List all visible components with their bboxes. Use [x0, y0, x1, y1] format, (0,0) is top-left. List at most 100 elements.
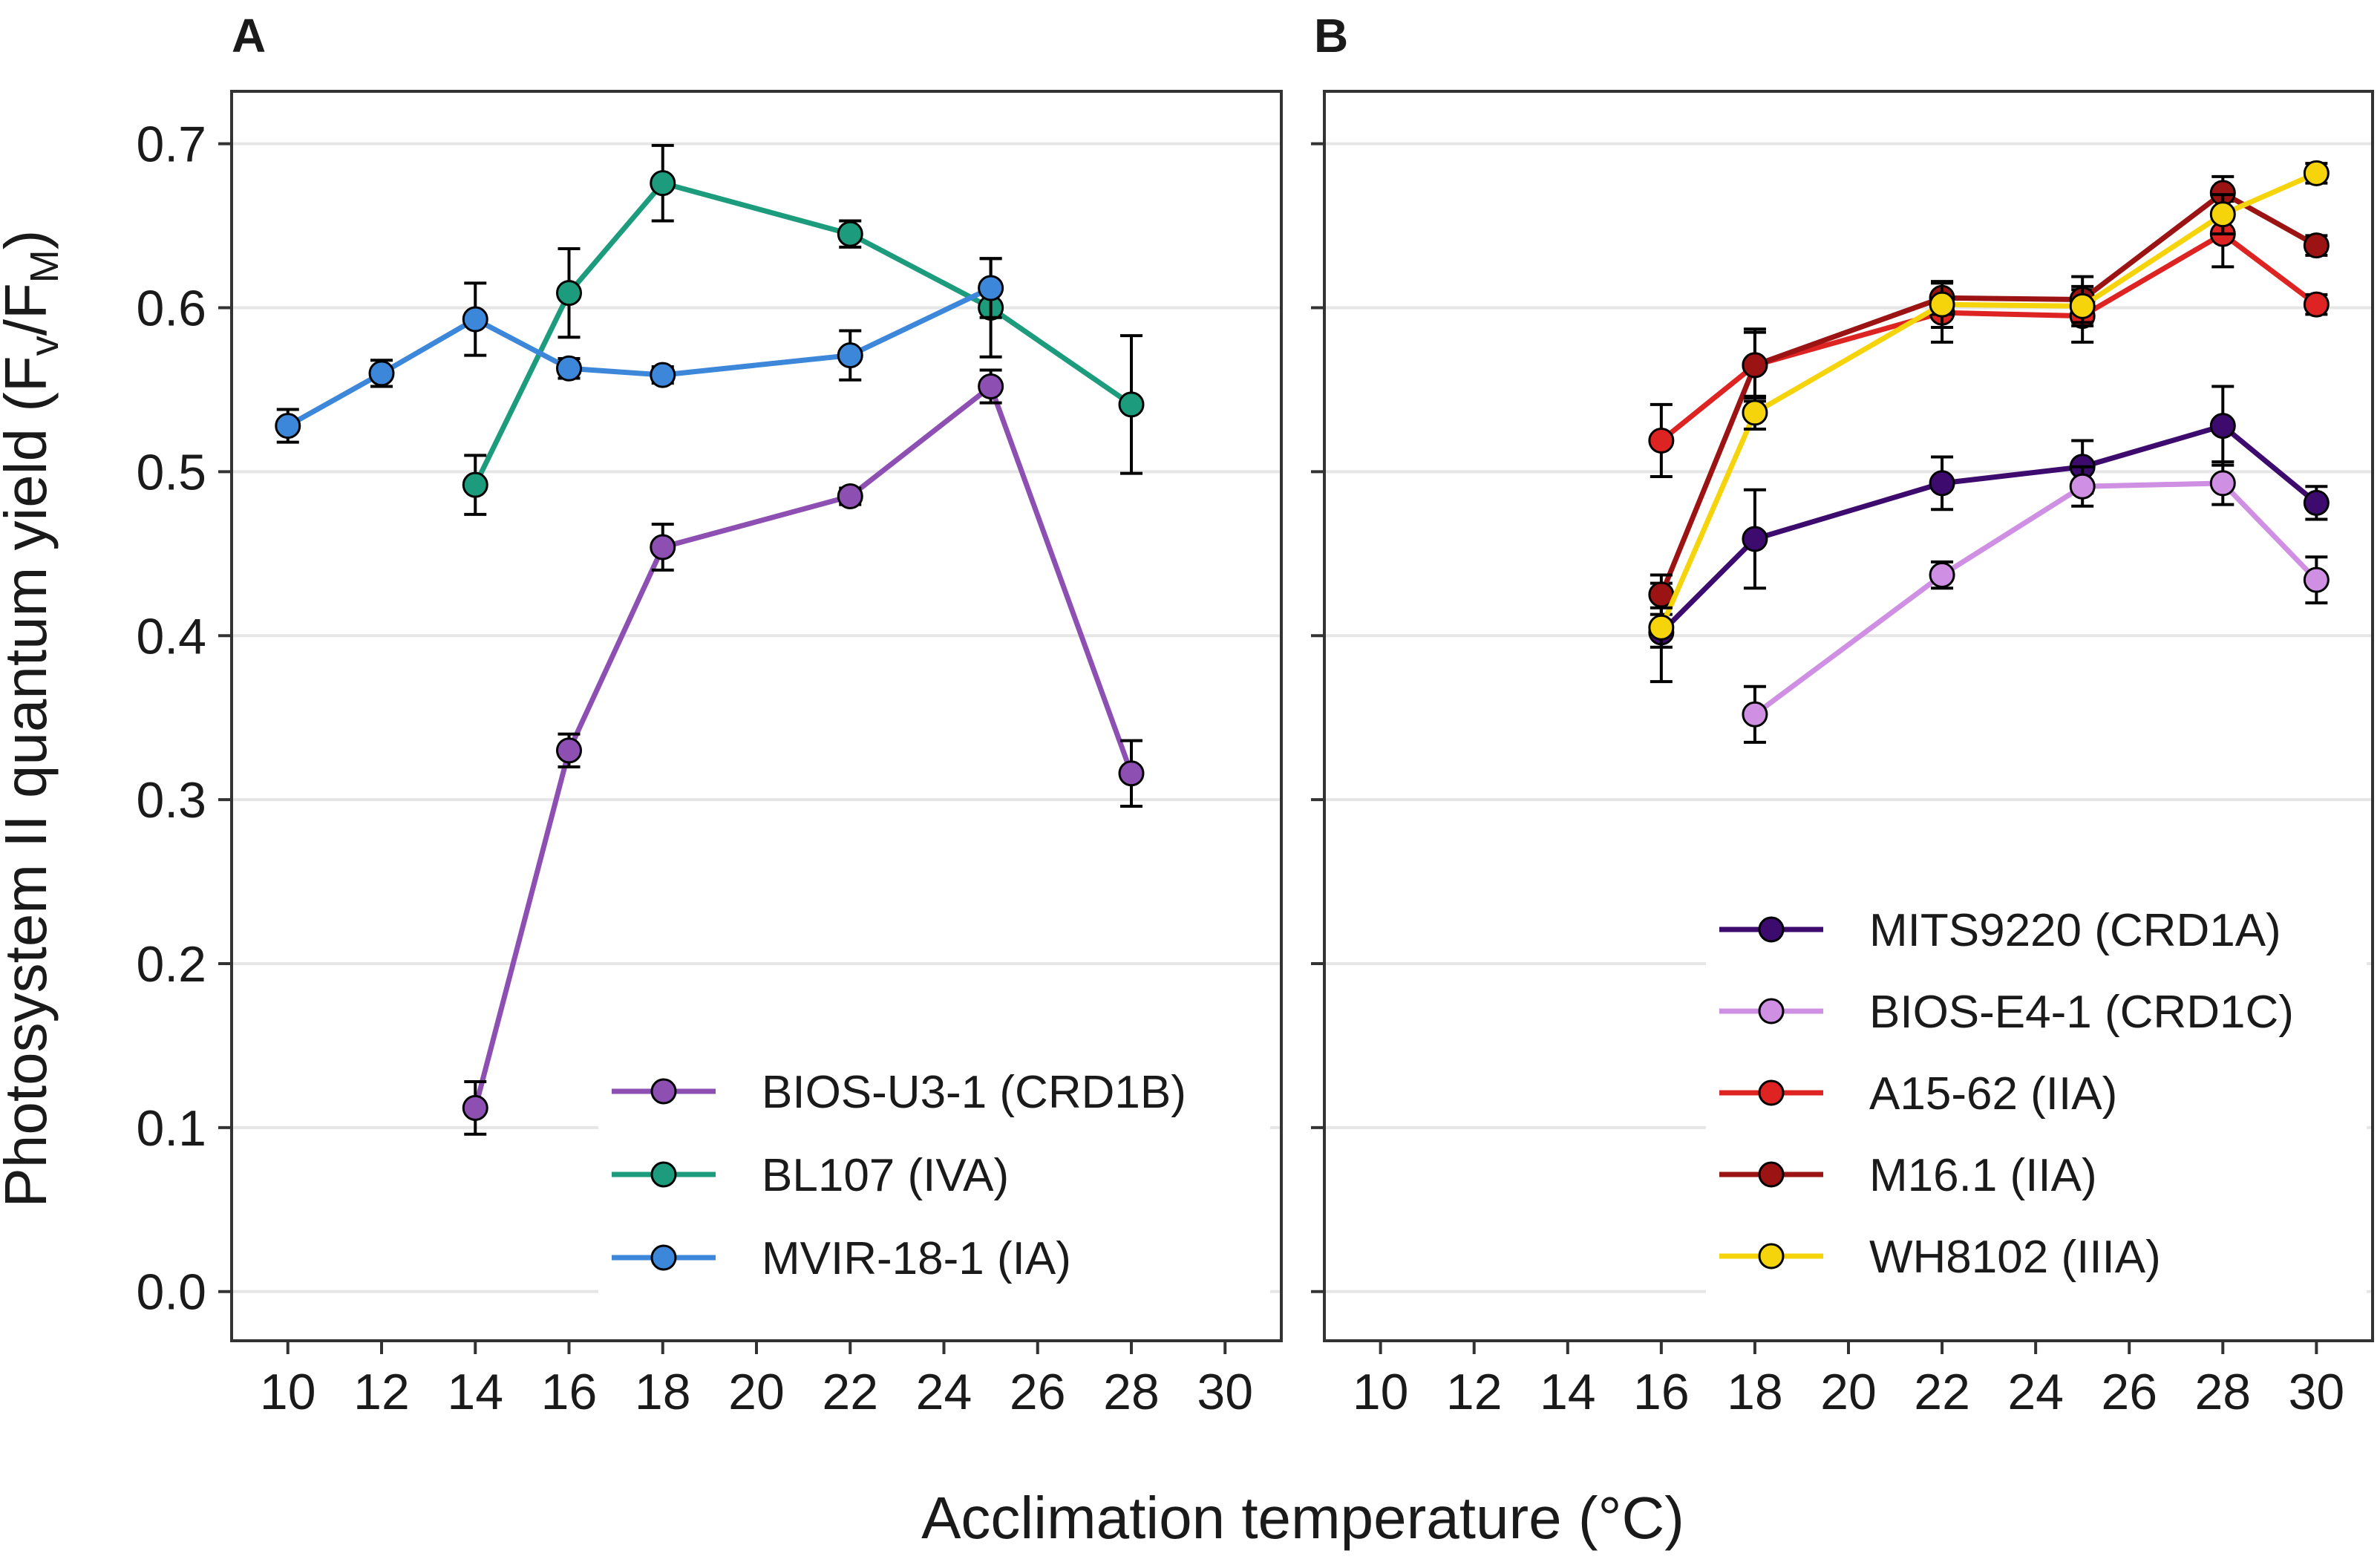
x-tick-label: 22 [1914, 1364, 1970, 1420]
data-point [2303, 566, 2330, 593]
legend-label: MVIR-18-1 (IA) [762, 1233, 1071, 1284]
y-axis-title: Photosystem II quantum yield (Fv/FM) [0, 230, 67, 1208]
data-point [837, 220, 863, 247]
x-axis-title: Acclimation temperature (°C) [921, 1485, 1684, 1551]
x-tick-label: 18 [635, 1364, 691, 1420]
x-tick-label: 20 [728, 1364, 785, 1420]
x-tick-label: 16 [541, 1364, 598, 1420]
legend-point [650, 1161, 677, 1188]
x-tick-label: 20 [1820, 1364, 1877, 1420]
legend-background [1706, 861, 2367, 1299]
data-point [556, 280, 582, 307]
legend-point [1758, 1079, 1785, 1106]
legend-point [650, 1078, 677, 1105]
data-point [1929, 562, 1955, 589]
legend-label: BIOS-E4-1 (CRD1C) [1869, 987, 2294, 1038]
x-tick-label: 28 [1103, 1364, 1160, 1420]
panel-b: MITS9220 (CRD1A) BIOS-E4-1 (CRD1C) A15-62 … [1311, 9, 2374, 1420]
legend-label: BIOS-U3-1 (CRD1B) [762, 1067, 1186, 1118]
x-tick-label: 14 [1540, 1364, 1596, 1420]
data-point [275, 413, 301, 439]
data-point [1742, 526, 1768, 552]
data-point [1648, 427, 1675, 454]
x-tick-label: 28 [2194, 1364, 2251, 1420]
legend-point [1758, 1161, 1785, 1188]
data-point [462, 306, 488, 333]
x-tick-label: 10 [1353, 1364, 1409, 1420]
data-point [837, 483, 863, 510]
y-tick-label: 0.0 [136, 1264, 206, 1321]
data-point [462, 471, 488, 498]
legend: MITS9220 (CRD1A) BIOS-E4-1 (CRD1C) A15-62 … [1706, 861, 2367, 1299]
data-point [556, 737, 582, 764]
series-line [1659, 230, 2318, 443]
series [1742, 460, 2330, 744]
series-line [1658, 171, 2318, 629]
data-point [978, 373, 1004, 400]
data-point [2303, 291, 2330, 318]
data-point [2209, 470, 2236, 497]
x-tick-label: 10 [260, 1364, 316, 1420]
x-tick-label: 22 [822, 1364, 878, 1420]
x-tick-label: 24 [916, 1364, 972, 1420]
y-axis-title-part: ) [0, 230, 59, 250]
series-line [472, 382, 1134, 1109]
y-tick-label: 0.6 [136, 281, 206, 337]
y-axis-title-subscript: M [22, 249, 67, 283]
series-line [1659, 422, 2318, 635]
legend-label: M16.1 (IIA) [1869, 1150, 2097, 1201]
x-tick-label: 16 [1633, 1364, 1690, 1420]
data-point [2209, 201, 2236, 228]
x-tick-label: 26 [1010, 1364, 1066, 1420]
data-point [556, 355, 582, 382]
data-point [462, 1094, 488, 1121]
x-tick-label: 18 [1727, 1364, 1783, 1420]
x-tick-label: 14 [447, 1364, 503, 1420]
data-point [650, 170, 676, 197]
legend-background [598, 1032, 1270, 1311]
y-axis-title-subscript: v [22, 336, 67, 356]
series [1648, 160, 2330, 649]
y-tick-label: 0.7 [136, 117, 206, 173]
x-tick-label: 12 [1446, 1364, 1503, 1420]
series [462, 368, 1145, 1136]
data-point [837, 342, 863, 369]
legend-label: BL107 (IVA) [762, 1150, 1009, 1201]
x-tick-label: 26 [2101, 1364, 2157, 1420]
data-point [1929, 470, 1955, 497]
data-point [978, 275, 1004, 301]
y-tick-label: 0.2 [136, 936, 206, 993]
data-point [1118, 760, 1145, 787]
y-axis-title-part: /F [0, 283, 59, 336]
legend-label: A15-62 (IIA) [1869, 1068, 2117, 1120]
legend-point [650, 1244, 677, 1271]
data-point [1118, 391, 1145, 418]
data-point [650, 362, 676, 388]
data-point [1742, 399, 1768, 426]
y-tick-label: 0.4 [136, 608, 206, 664]
series [275, 257, 1004, 444]
legend-point [1758, 1243, 1785, 1269]
data-point [368, 360, 395, 387]
series-line [1658, 189, 2318, 596]
x-tick-label: 12 [353, 1364, 410, 1420]
y-tick-label: 0.5 [136, 444, 206, 500]
data-point [2303, 232, 2330, 259]
series [462, 143, 1145, 516]
data-point [1742, 701, 1768, 728]
series-line [473, 180, 1133, 486]
data-point [1929, 291, 1955, 318]
y-tick-label: 0.3 [136, 772, 206, 829]
data-point [2303, 160, 2330, 186]
legend-label: WH8102 (IIIA) [1869, 1232, 2161, 1283]
y-axis-title-part: Photosystem II quantum yield (F [0, 356, 59, 1207]
data-point [1742, 352, 1768, 379]
data-point [2209, 413, 2236, 439]
data-point [1648, 614, 1675, 641]
panel-a: BIOS-U3-1 (CRD1B) BL107 (IVA) MVIR-18-1 (I… [136, 9, 1283, 1420]
panel-label: B [1314, 9, 1348, 62]
y-tick-label: 0.1 [136, 1100, 206, 1157]
panel-label: A [232, 9, 266, 62]
x-tick-label: 30 [2289, 1364, 2345, 1420]
